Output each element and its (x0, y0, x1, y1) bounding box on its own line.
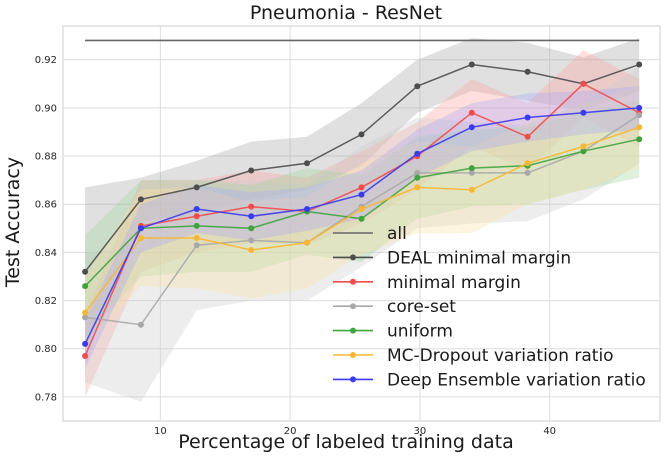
legend: all DEAL minimal margin minimal margin core… (333, 224, 646, 390)
deep-ensemble-variation-ratio-point (636, 104, 643, 111)
minimal-margin-point (358, 184, 365, 191)
y-tick-label: 0.92 (35, 55, 57, 66)
deep-ensemble-variation-ratio-point (414, 150, 421, 157)
mc-dropout-variation-ratio-point (304, 239, 310, 246)
mc-dropout-variation-ratio-point (248, 247, 255, 253)
deep-ensemble-variation-ratio-point (82, 340, 89, 347)
legend-label-mc-dropout-variation-ratio: MC-Dropout variation ratio (387, 346, 614, 366)
deal-minimal-margin-point (137, 196, 144, 203)
core-set-point (636, 112, 643, 119)
core-set-point (468, 169, 475, 176)
legend-marker-mc-dropout-variation-ratio (350, 352, 356, 358)
deep-ensemble-variation-ratio-point (193, 206, 200, 212)
minimal-margin-point (524, 133, 531, 140)
y-tick-label: 0.82 (35, 296, 57, 307)
mc-dropout-variation-ratio-point (82, 309, 89, 316)
deep-ensemble-variation-ratio-point (468, 124, 475, 131)
deal-minimal-margin-point (358, 131, 365, 138)
minimal-margin-point (82, 353, 89, 359)
legend-marker-deep-ensemble-variation-ratio (350, 376, 356, 383)
core-set-point (82, 314, 89, 321)
line-layer (82, 39, 643, 359)
mc-dropout-variation-ratio-point (468, 186, 475, 193)
y-tick-label: 0.90 (35, 103, 57, 114)
mc-dropout-variation-ratio-point (358, 206, 365, 212)
x-tick-label: 40 (543, 426, 556, 437)
uniform-point (580, 148, 587, 155)
legend-marker-core-set (350, 303, 356, 310)
deep-ensemble-variation-ratio-point (580, 109, 587, 116)
y-tick-label: 0.78 (35, 392, 57, 403)
legend-label-deal-minimal-margin: DEAL minimal margin (387, 248, 571, 268)
x-axis-title: Percentage of labeled training data (178, 431, 513, 453)
legend-marker-deal-minimal-margin (350, 254, 356, 261)
y-tick-label: 0.88 (35, 152, 57, 163)
y-tick-label: 0.84 (35, 248, 57, 259)
minimal-margin-point (468, 109, 475, 116)
deal-minimal-margin-point (414, 83, 421, 90)
deal-minimal-margin-point (304, 160, 310, 167)
legend-label-uniform: uniform (387, 322, 453, 342)
mc-dropout-variation-ratio-point (524, 160, 531, 167)
uniform-point (193, 222, 200, 229)
mc-dropout-variation-ratio-point (193, 235, 200, 241)
legend-label-core-set: core-set (387, 297, 456, 317)
minimal-margin-point (248, 203, 255, 210)
deep-ensemble-variation-ratio-point (524, 114, 531, 121)
grid-layer (63, 26, 660, 421)
uniform-point (82, 283, 89, 290)
legend-marker-minimal-margin (350, 278, 356, 285)
legend-label-minimal-margin: minimal margin (387, 273, 521, 293)
deal-minimal-margin-point (193, 184, 200, 191)
uniform-point (248, 225, 255, 232)
deal-minimal-margin-confidence-band (85, 38, 640, 356)
deal-minimal-margin-point (636, 61, 643, 68)
y-tick-label: 0.86 (35, 200, 57, 211)
uniform-point (636, 136, 643, 143)
deal-minimal-margin-point (248, 167, 255, 174)
y-axis-title: Test Accuracy (2, 157, 24, 288)
x-tick-label: 20 (284, 426, 297, 437)
deal-minimal-margin-point (524, 68, 531, 75)
minimal-margin-point (193, 213, 200, 220)
core-set-point (248, 237, 255, 244)
uniform-point (358, 215, 365, 222)
mc-dropout-variation-ratio-point (137, 235, 144, 241)
minimal-margin-confidence-band (85, 50, 640, 397)
deal-minimal-margin-point (82, 268, 89, 275)
deep-ensemble-variation-ratio-point (304, 206, 310, 212)
chart-title: Pneumonia - ResNet (250, 2, 442, 24)
deep-ensemble-variation-ratio-point (137, 225, 144, 232)
core-set-point (137, 321, 144, 328)
mc-dropout-variation-ratio-point (414, 184, 421, 191)
minimal-margin-point (580, 80, 587, 87)
y-tick-label: 0.80 (35, 344, 57, 355)
core-set-point (524, 169, 531, 176)
x-tick-label: 30 (414, 426, 427, 437)
legend-label-all: all (387, 224, 407, 244)
x-tick-label: 10 (154, 426, 167, 437)
legend-label-deep-ensemble-variation-ratio: Deep Ensemble variation ratio (387, 370, 646, 390)
uniform-point (468, 165, 475, 172)
deal-minimal-margin-point (468, 61, 475, 68)
mc-dropout-variation-ratio-point (580, 143, 587, 150)
deep-ensemble-variation-ratio-point (358, 191, 365, 198)
tick-layer: 10 20 30 40 0.78 0.80 0.82 0.84 0.86 0.88 0.90 0.92 (35, 55, 556, 437)
uniform-point (414, 174, 421, 181)
deep-ensemble-variation-ratio-point (248, 213, 255, 220)
core-set-confidence-band (85, 66, 640, 402)
core-set-point (414, 169, 421, 176)
legend-marker-uniform (350, 327, 356, 334)
core-set-point (193, 242, 200, 249)
mc-dropout-variation-ratio-point (636, 124, 643, 131)
